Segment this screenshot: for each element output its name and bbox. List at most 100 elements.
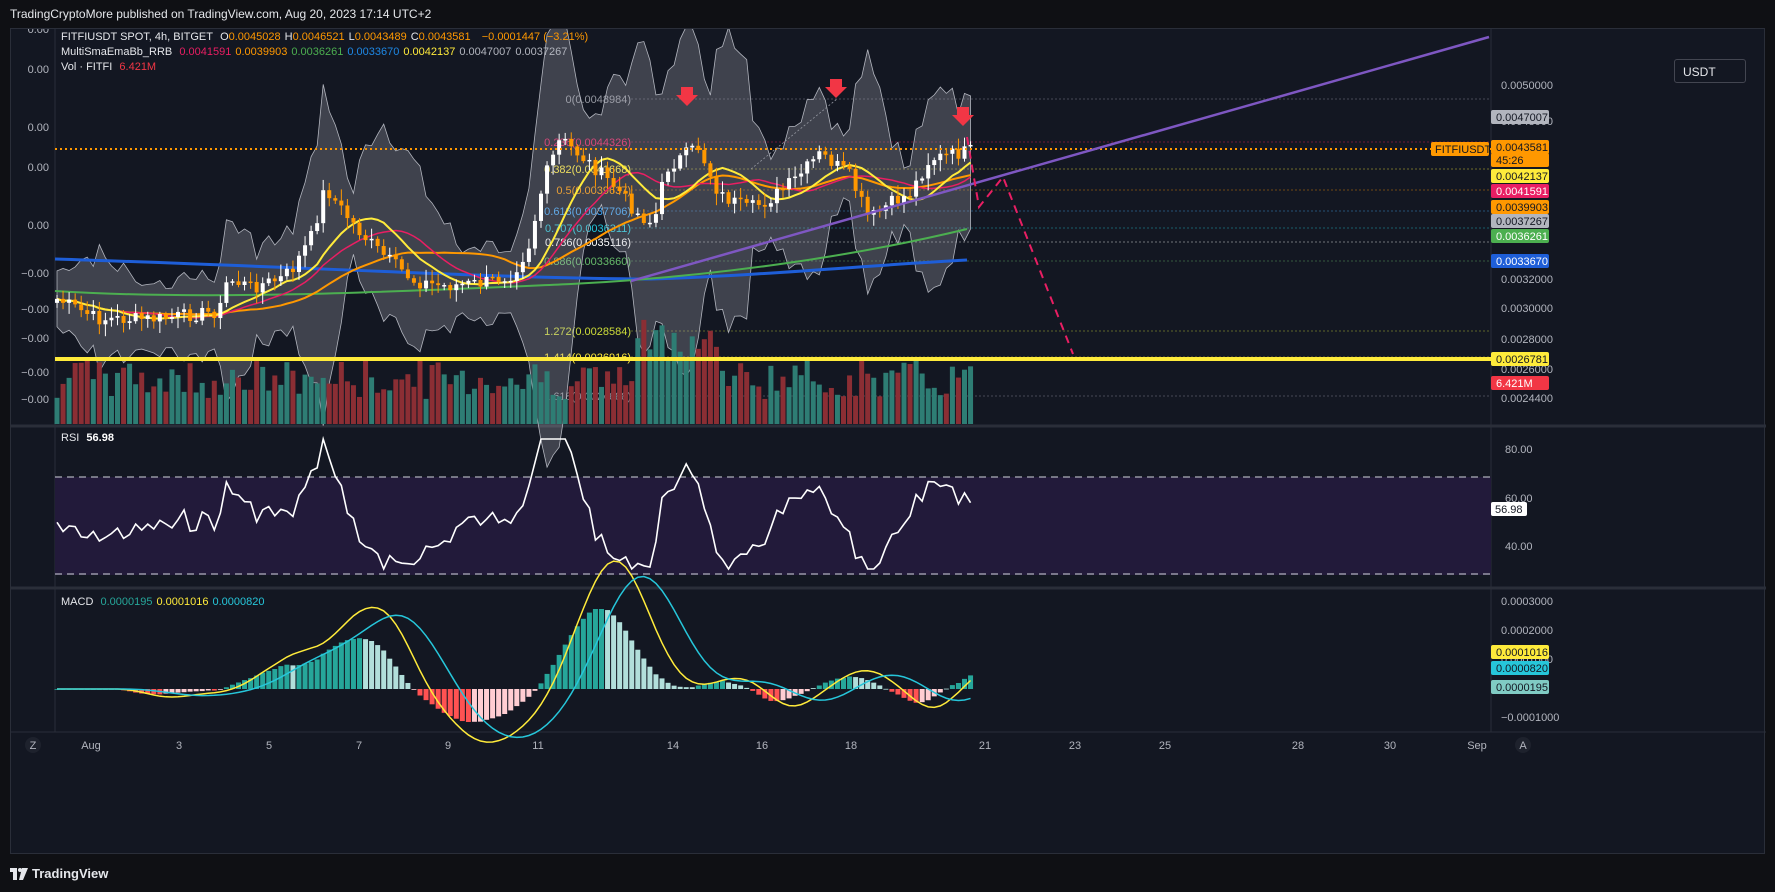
candle-body[interactable]	[593, 159, 598, 176]
candle-body[interactable]	[436, 283, 441, 286]
candle-body[interactable]	[345, 205, 350, 219]
candle-body[interactable]	[605, 167, 610, 179]
macd-label[interactable]: MACD	[61, 596, 94, 608]
candle-body[interactable]	[750, 200, 755, 203]
candle-body[interactable]	[678, 155, 683, 169]
candle-body[interactable]	[684, 147, 689, 156]
candle-body[interactable]	[496, 276, 501, 282]
candle-body[interactable]	[79, 304, 84, 311]
candle-body[interactable]	[127, 321, 132, 323]
candle-body[interactable]	[551, 154, 556, 166]
candle-body[interactable]	[787, 178, 792, 189]
candle-body[interactable]	[823, 151, 828, 155]
candle-body[interactable]	[454, 284, 459, 291]
tradingview-brand[interactable]: TradingView	[32, 866, 109, 881]
candle-body[interactable]	[242, 281, 247, 286]
candle-body[interactable]	[726, 192, 731, 204]
candle-body[interactable]	[381, 246, 386, 255]
candle-body[interactable]	[575, 146, 580, 156]
candle-body[interactable]	[714, 176, 719, 194]
currency-label[interactable]: USDT	[1683, 65, 1716, 79]
candle-body[interactable]	[339, 200, 344, 206]
candle-body[interactable]	[817, 151, 822, 160]
candle-body[interactable]	[938, 153, 943, 161]
auto-scale-label[interactable]: A	[1519, 740, 1527, 752]
volume-legend[interactable]: Vol · FITFI 6.421M	[61, 61, 160, 73]
candle-body[interactable]	[139, 313, 144, 319]
candle-body[interactable]	[768, 203, 773, 207]
candle-body[interactable]	[841, 160, 846, 166]
candle-body[interactable]	[248, 281, 253, 284]
candle-body[interactable]	[629, 193, 634, 214]
candle-body[interactable]	[61, 298, 66, 303]
candle-body[interactable]	[902, 196, 906, 204]
candle-body[interactable]	[387, 254, 392, 257]
indicator-legend[interactable]: MultiSmaEmaBb_RRB 0.0041591 0.0039903 0.00…	[61, 46, 575, 58]
candle-body[interactable]	[859, 190, 864, 197]
candle-body[interactable]	[218, 302, 223, 319]
auto-scale-button[interactable]	[1515, 737, 1531, 753]
candle-body[interactable]	[660, 181, 664, 215]
candle-body[interactable]	[732, 197, 737, 204]
candle-body[interactable]	[581, 155, 586, 162]
candle-body[interactable]	[115, 315, 120, 318]
candle-body[interactable]	[956, 148, 961, 159]
down-arrow-icon[interactable]	[825, 79, 847, 98]
candle-body[interactable]	[169, 317, 174, 319]
candle-body[interactable]	[188, 309, 193, 321]
candle-body[interactable]	[672, 168, 677, 172]
candle-body[interactable]	[163, 314, 168, 319]
candle-body[interactable]	[254, 281, 259, 293]
candle-body[interactable]	[176, 311, 180, 318]
candle-body[interactable]	[466, 280, 471, 284]
candle-body[interactable]	[545, 165, 550, 194]
candle-body[interactable]	[569, 138, 574, 147]
candle-body[interactable]	[448, 285, 453, 291]
candle-body[interactable]	[781, 188, 785, 191]
candle-body[interactable]	[472, 279, 477, 282]
candle-body[interactable]	[920, 178, 925, 181]
candle-body[interactable]	[333, 198, 338, 201]
candle-body[interactable]	[744, 199, 749, 203]
candle-body[interactable]	[375, 238, 380, 247]
candle-body[interactable]	[514, 272, 519, 281]
candle-body[interactable]	[157, 314, 162, 322]
candle-body[interactable]	[696, 145, 701, 151]
candle-body[interactable]	[847, 165, 852, 169]
symbol-name[interactable]: FITFIUSDT SPOT, 4h, BITGET	[61, 31, 213, 43]
candle-body[interactable]	[97, 310, 102, 325]
candle-body[interactable]	[708, 163, 713, 177]
candle-body[interactable]	[793, 176, 798, 179]
candle-body[interactable]	[702, 150, 707, 164]
chart-frame[interactable]: 0(0.0048984)0.236(0.0044326)0.382(0.0041…	[10, 28, 1766, 854]
candle-body[interactable]	[321, 190, 326, 224]
candle-body[interactable]	[55, 298, 59, 303]
rsi-label[interactable]: RSI	[61, 432, 80, 444]
candle-body[interactable]	[557, 140, 562, 155]
candle-body[interactable]	[284, 268, 289, 277]
candle-body[interactable]	[272, 278, 277, 282]
candle-body[interactable]	[762, 204, 767, 207]
candle-body[interactable]	[73, 299, 78, 305]
projection-path[interactable]	[966, 136, 1074, 355]
candle-body[interactable]	[411, 278, 416, 283]
candle-body[interactable]	[303, 245, 308, 256]
candle-body[interactable]	[405, 269, 410, 279]
candle-body[interactable]	[611, 178, 616, 187]
candle-body[interactable]	[968, 144, 973, 147]
candle-body[interactable]	[774, 188, 779, 204]
candle-body[interactable]	[133, 313, 138, 322]
candle-body[interactable]	[502, 281, 507, 283]
candle-body[interactable]	[653, 214, 658, 223]
candle-body[interactable]	[539, 193, 543, 221]
candle-body[interactable]	[563, 138, 568, 141]
candle-body[interactable]	[666, 171, 671, 182]
candle-body[interactable]	[393, 254, 398, 260]
candlesticks[interactable]	[55, 132, 973, 337]
candle-body[interactable]	[587, 159, 592, 162]
candle-body[interactable]	[641, 213, 646, 224]
candle-body[interactable]	[490, 276, 495, 279]
candle-body[interactable]	[690, 145, 695, 148]
candle-body[interactable]	[599, 167, 604, 176]
candle-body[interactable]	[520, 261, 525, 273]
